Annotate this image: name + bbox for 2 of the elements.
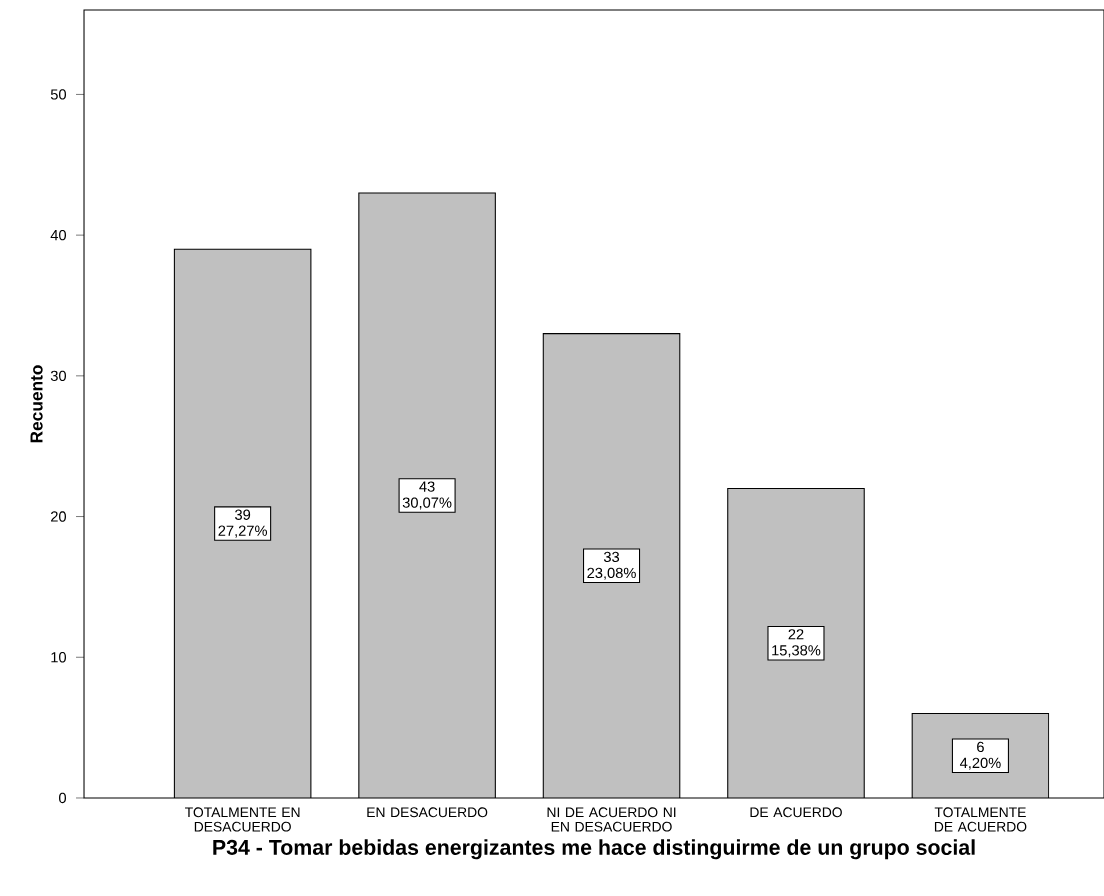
x-axis-title: P34 - Tomar bebidas energizantes me hace distinguirme de un grupo social xyxy=(213,839,975,860)
y-axis-title: Recuento xyxy=(30,365,43,443)
